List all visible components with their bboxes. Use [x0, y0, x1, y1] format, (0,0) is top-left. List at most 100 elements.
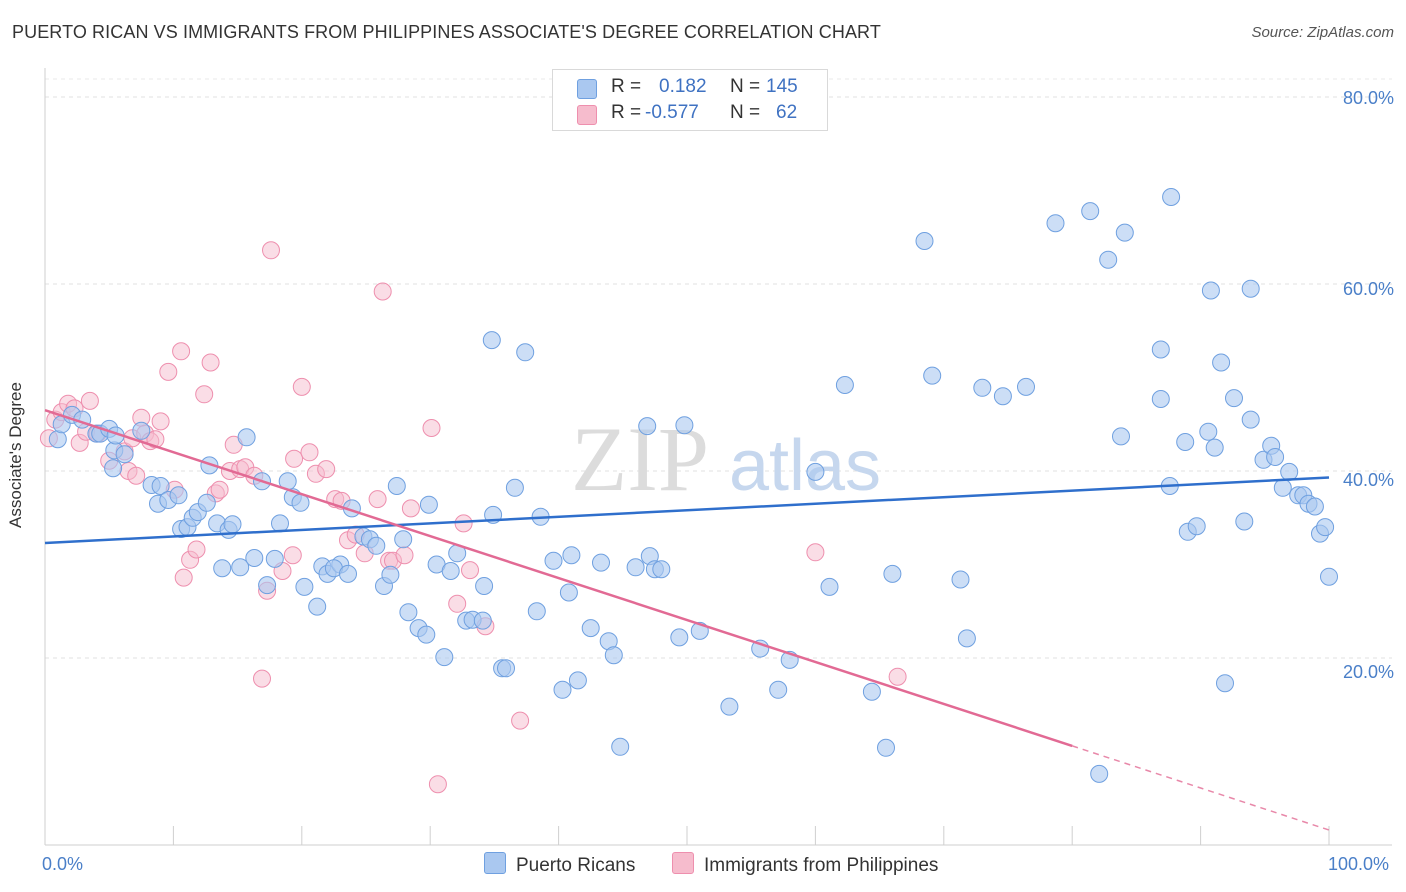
point-puerto-rican: [820, 577, 839, 596]
point-puerto-rican: [1241, 279, 1260, 298]
legend-r-value: 0.182: [659, 76, 707, 97]
legend-n-label: N =: [730, 102, 761, 123]
legend-swatch-blue: [484, 852, 506, 874]
point-puerto-rican: [1112, 427, 1130, 446]
y-tick-label: 40.0%: [1342, 470, 1394, 490]
point-puerto-rican: [48, 430, 67, 449]
point-puerto-rican: [1216, 674, 1234, 693]
point-puerto-rican: [1241, 410, 1260, 429]
point-puerto-rican: [473, 611, 492, 630]
point-puerto-rican: [245, 549, 264, 567]
point-philippines: [317, 460, 336, 479]
legend-label: Immigrants from Philippines: [704, 855, 939, 876]
point-puerto-rican: [516, 343, 535, 362]
point-puerto-rican: [104, 459, 123, 478]
point-puerto-rican: [497, 659, 515, 678]
point-puerto-rican: [1316, 518, 1335, 537]
point-puerto-rican: [675, 416, 694, 435]
point-philippines: [285, 449, 304, 468]
legend-r-label: R =: [611, 102, 642, 123]
point-puerto-rican: [862, 682, 881, 701]
y-tick-label: 20.0%: [1342, 662, 1394, 682]
point-puerto-rican: [544, 551, 563, 570]
point-puerto-rican: [1280, 462, 1299, 481]
point-puerto-rican: [231, 558, 250, 577]
point-puerto-rican: [441, 562, 460, 580]
point-philippines: [401, 499, 420, 518]
series-puerto-ricans: [48, 188, 1338, 783]
point-puerto-rican: [835, 376, 854, 394]
point-puerto-rican: [915, 232, 934, 250]
point-puerto-rican: [1176, 433, 1195, 451]
point-puerto-rican: [394, 530, 413, 549]
point-philippines: [201, 353, 220, 372]
point-puerto-rican: [1115, 223, 1134, 242]
legend-swatch-pink: [672, 852, 694, 874]
point-puerto-rican: [568, 671, 587, 690]
point-puerto-rican: [626, 558, 645, 577]
point-puerto-rican: [1273, 478, 1292, 497]
point-philippines: [461, 561, 479, 580]
point-philippines: [428, 775, 447, 794]
point-puerto-rican: [169, 486, 188, 505]
point-puerto-rican: [1205, 438, 1224, 457]
point-puerto-rican: [923, 366, 942, 385]
point-puerto-rican: [1201, 281, 1220, 300]
point-philippines: [80, 391, 99, 410]
point-puerto-rican: [482, 331, 501, 350]
point-philippines: [368, 490, 387, 509]
point-philippines: [195, 385, 214, 404]
legend-swatch-pink: [577, 105, 597, 125]
correlation-legend: R = 0.182 N = 145 R = -0.577 N = 62: [552, 69, 828, 131]
point-puerto-rican: [115, 445, 134, 464]
point-philippines: [159, 362, 178, 381]
point-puerto-rican: [1017, 377, 1035, 396]
point-puerto-rican: [399, 603, 418, 622]
point-puerto-rican: [1046, 214, 1065, 233]
point-philippines: [454, 514, 473, 533]
point-puerto-rican: [151, 477, 170, 495]
point-puerto-rican: [1151, 340, 1170, 359]
point-puerto-rican: [670, 628, 689, 647]
point-puerto-rican: [527, 602, 546, 621]
legend-swatch-blue: [577, 79, 597, 99]
point-puerto-rican: [258, 576, 277, 595]
point-puerto-rican: [993, 387, 1012, 406]
point-puerto-rican: [957, 629, 976, 648]
legend-n-value: 62: [776, 102, 798, 123]
point-puerto-rican: [720, 697, 739, 716]
point-puerto-rican: [1081, 202, 1100, 221]
trend-lines: [44, 409, 1330, 831]
point-puerto-rican: [1235, 512, 1254, 531]
legend-n-label: N =: [730, 76, 761, 97]
point-philippines: [187, 540, 206, 559]
x-tick-label: 0.0%: [42, 854, 84, 874]
point-philippines: [151, 412, 170, 431]
chart-title: PUERTO RICAN VS IMMIGRANTS FROM PHILIPPI…: [12, 22, 881, 42]
point-puerto-rican: [308, 597, 327, 616]
point-puerto-rican: [237, 428, 256, 447]
point-puerto-rican: [475, 577, 494, 595]
point-puerto-rican: [1305, 497, 1324, 516]
point-puerto-rican: [1162, 188, 1181, 206]
point-philippines: [172, 342, 191, 361]
point-puerto-rican: [1151, 390, 1170, 408]
y-tick-label: 80.0%: [1342, 88, 1394, 108]
point-puerto-rican: [638, 417, 657, 436]
point-puerto-rican: [505, 478, 524, 497]
point-puerto-rican: [339, 564, 357, 583]
point-philippines: [262, 241, 280, 260]
point-puerto-rican: [553, 680, 572, 699]
point-puerto-rican: [769, 680, 788, 699]
trendline-puerto-ricans: [44, 476, 1330, 545]
series-philippines: [39, 241, 907, 794]
point-philippines: [127, 466, 146, 485]
legend-label: Puerto Ricans: [516, 855, 636, 876]
point-puerto-rican: [1187, 517, 1206, 536]
point-puerto-rican: [1266, 448, 1285, 466]
point-puerto-rican: [559, 583, 578, 602]
legend-r-label: R =: [611, 76, 642, 97]
point-puerto-rican: [223, 515, 242, 534]
point-philippines: [283, 546, 302, 565]
